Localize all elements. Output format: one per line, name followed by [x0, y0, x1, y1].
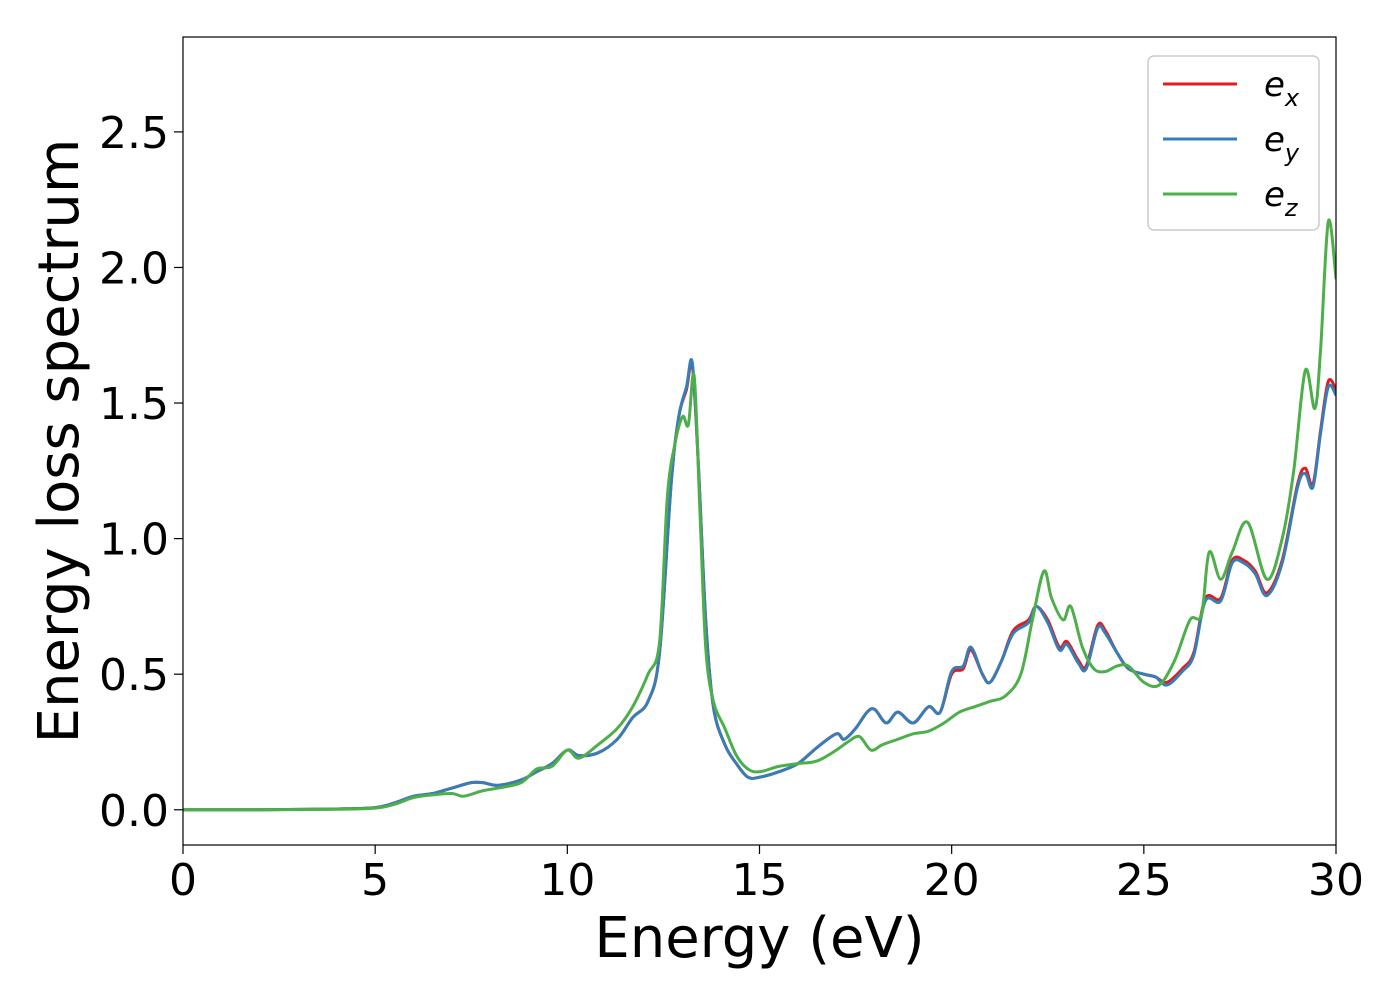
x-axis-title: Energy (eV): [594, 906, 924, 971]
x-tick-label: 10: [539, 855, 595, 906]
x-tick-label: 20: [924, 855, 980, 906]
series-line-e-z: [183, 218, 1336, 812]
series-line-e-y: [183, 358, 1336, 812]
x-tick-label: 0: [169, 855, 197, 906]
legend-entry-subscript: y: [1284, 139, 1300, 167]
legend-box: [1147, 55, 1320, 231]
y-tick-label: 2.5: [99, 108, 169, 159]
x-tick-label: 5: [361, 855, 389, 906]
series-line-e-x: [183, 361, 1336, 812]
y-axis-ticks: 0.0 0.5 1.0 1.5 2.0 2.5: [99, 108, 183, 837]
y-axis-title: Energy loss spectrum: [27, 139, 92, 744]
y-tick-label: 0.0: [99, 786, 169, 837]
x-axis-ticks: 0 5 10 15 20 25 30: [169, 845, 1364, 906]
series-layer: [183, 218, 1336, 812]
y-tick-label: 0.5: [99, 650, 169, 701]
plot-frame: [182, 36, 1337, 846]
y-tick-label: 1.0: [99, 515, 169, 566]
x-tick-label: 30: [1308, 855, 1364, 906]
legend-entry-subscript: z: [1284, 194, 1299, 222]
legend-entry: ez: [1264, 175, 1299, 222]
x-tick-label: 25: [1116, 855, 1172, 906]
y-tick-label: 1.5: [99, 379, 169, 430]
legend-entry-subscript: x: [1284, 84, 1300, 112]
y-tick-label: 2.0: [99, 243, 169, 294]
x-tick-label: 15: [732, 855, 788, 906]
